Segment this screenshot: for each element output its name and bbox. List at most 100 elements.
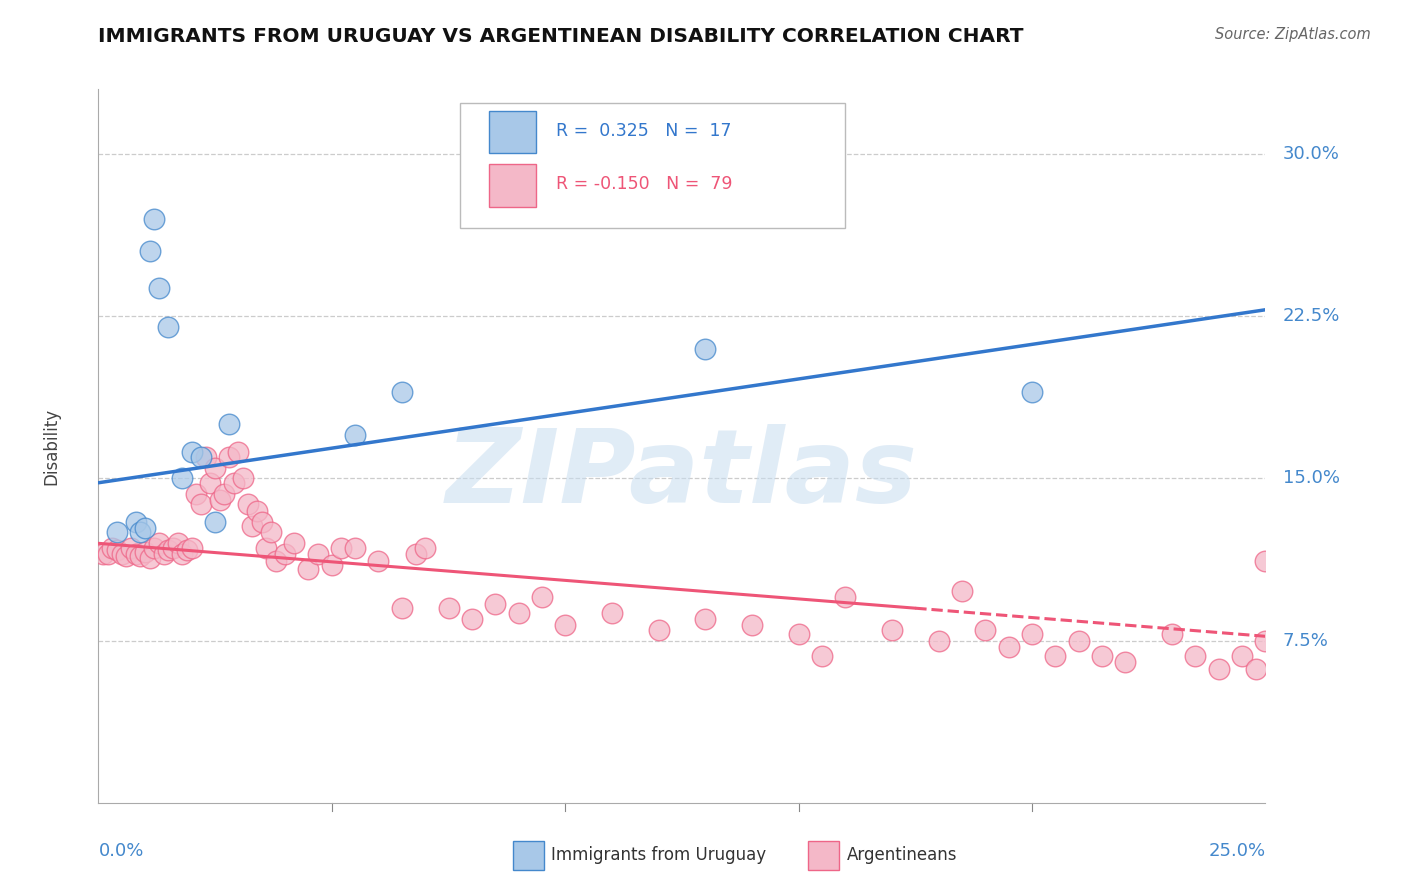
Point	[880, 623, 903, 637]
Point	[115, 549, 138, 564]
Text: 30.0%: 30.0%	[1282, 145, 1340, 163]
Point	[695, 612, 717, 626]
Point	[344, 428, 367, 442]
Point	[484, 597, 506, 611]
Point	[120, 541, 142, 555]
Text: Disability: Disability	[42, 408, 60, 484]
Point	[105, 542, 128, 557]
Text: ZIPatlas: ZIPatlas	[446, 424, 918, 525]
Point	[148, 281, 170, 295]
Point	[344, 541, 367, 555]
Point	[246, 504, 269, 518]
Text: 25.0%: 25.0%	[1208, 842, 1265, 860]
Point	[166, 536, 188, 550]
Point	[950, 583, 973, 598]
Point	[391, 384, 413, 399]
Point	[437, 601, 460, 615]
Point	[194, 450, 217, 464]
Point	[190, 450, 212, 464]
Point	[139, 551, 162, 566]
Point	[91, 547, 114, 561]
Text: R = -0.150   N =  79: R = -0.150 N = 79	[555, 175, 733, 193]
Point	[172, 547, 194, 561]
Point	[741, 618, 763, 632]
Text: R =  0.325   N =  17: R = 0.325 N = 17	[555, 121, 731, 139]
Point	[125, 547, 148, 561]
Text: IMMIGRANTS FROM URUGUAY VS ARGENTINEAN DISABILITY CORRELATION CHART: IMMIGRANTS FROM URUGUAY VS ARGENTINEAN D…	[98, 27, 1024, 45]
Point	[190, 497, 212, 511]
Point	[204, 460, 226, 475]
Point	[1230, 648, 1253, 663]
Point	[125, 515, 148, 529]
Point	[242, 519, 264, 533]
Point	[787, 627, 810, 641]
Point	[236, 497, 259, 511]
Point	[1091, 648, 1114, 663]
Text: 22.5%: 22.5%	[1282, 307, 1340, 326]
Point	[139, 244, 162, 259]
Point	[176, 542, 198, 557]
Point	[530, 591, 553, 605]
Point	[97, 547, 120, 561]
Point	[260, 525, 283, 540]
Point	[218, 417, 240, 432]
FancyBboxPatch shape	[489, 164, 536, 207]
Point	[101, 541, 124, 555]
Point	[105, 525, 128, 540]
Text: Source: ZipAtlas.com: Source: ZipAtlas.com	[1215, 27, 1371, 42]
Point	[367, 553, 389, 567]
Point	[232, 471, 254, 485]
Point	[134, 545, 156, 559]
Point	[134, 521, 156, 535]
Point	[180, 541, 202, 555]
Point	[129, 525, 152, 540]
Point	[274, 547, 297, 561]
Text: Argentineans: Argentineans	[846, 847, 957, 864]
Point	[222, 475, 245, 490]
Text: 7.5%: 7.5%	[1282, 632, 1329, 649]
Point	[1045, 648, 1067, 663]
FancyBboxPatch shape	[460, 103, 845, 228]
Point	[148, 536, 170, 550]
Point	[1254, 553, 1277, 567]
Point	[1161, 627, 1184, 641]
Point	[172, 471, 194, 485]
Point	[208, 493, 231, 508]
Point	[228, 445, 250, 459]
Point	[111, 547, 134, 561]
Text: Immigrants from Uruguay: Immigrants from Uruguay	[551, 847, 766, 864]
Point	[214, 486, 236, 500]
Point	[204, 515, 226, 529]
Point	[200, 475, 222, 490]
Point	[180, 445, 202, 459]
Point	[508, 606, 530, 620]
Point	[218, 450, 240, 464]
Point	[283, 536, 305, 550]
Point	[264, 553, 287, 567]
Point	[157, 542, 180, 557]
Point	[405, 547, 427, 561]
Point	[554, 618, 576, 632]
Point	[307, 547, 329, 561]
Point	[1021, 627, 1043, 641]
Point	[162, 541, 184, 555]
Point	[330, 541, 353, 555]
Point	[1021, 384, 1043, 399]
Point	[152, 547, 174, 561]
Point	[186, 486, 208, 500]
Point	[461, 612, 484, 626]
Point	[811, 648, 834, 663]
Point	[974, 623, 997, 637]
Point	[1184, 648, 1206, 663]
Point	[250, 515, 273, 529]
Point	[413, 541, 436, 555]
Point	[143, 541, 166, 555]
Point	[1254, 633, 1277, 648]
Point	[997, 640, 1019, 654]
Text: 15.0%: 15.0%	[1282, 469, 1340, 487]
Point	[321, 558, 343, 572]
Point	[928, 633, 950, 648]
Point	[1208, 662, 1230, 676]
Point	[157, 320, 180, 334]
Point	[297, 562, 319, 576]
